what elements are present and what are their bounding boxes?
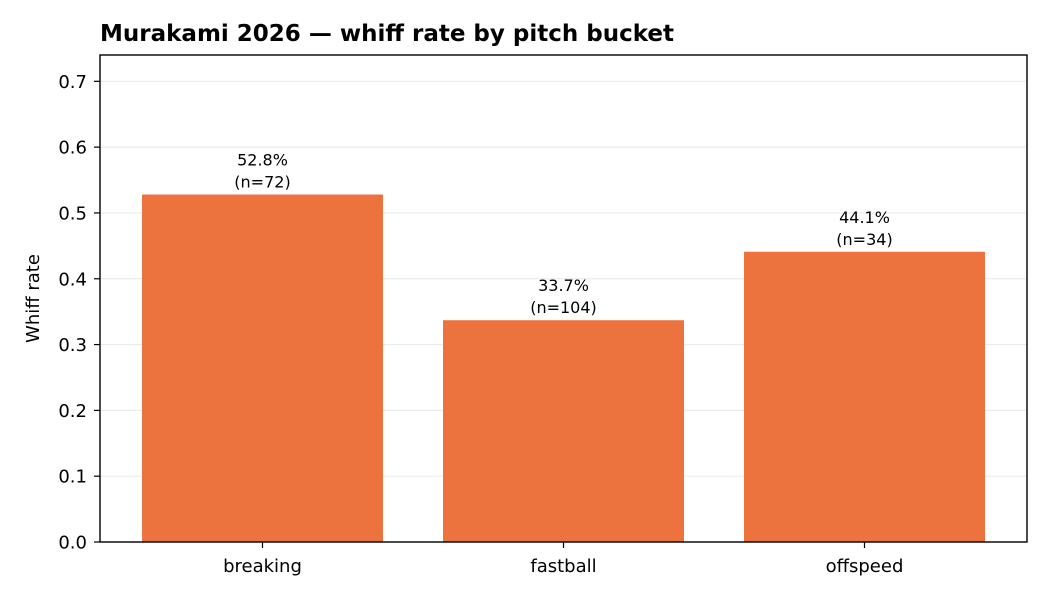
bar-count-label: (n=72) [234, 173, 290, 192]
bar-value-label: 44.1% [839, 208, 890, 227]
bar-value-label: 33.7% [538, 276, 589, 295]
bar-count-label: (n=34) [836, 230, 892, 249]
bar-count-label: (n=104) [530, 298, 597, 317]
y-tick-label: 0.3 [58, 335, 87, 356]
bars [142, 194, 985, 542]
bar-fastball [443, 320, 684, 542]
y-tick-label: 0.1 [58, 467, 87, 488]
y-tick-label: 0.4 [58, 269, 87, 290]
x-tick-label: fastball [530, 556, 596, 577]
bar-value-label: 52.8% [237, 151, 288, 170]
y-tick-label: 0.0 [58, 533, 87, 554]
y-axis-label: Whiff rate [23, 254, 44, 343]
x-tick-label: breaking [223, 556, 302, 577]
y-tick-label: 0.2 [58, 401, 87, 422]
y-tick-label: 0.7 [58, 72, 87, 93]
x-axis-ticks: breaking fastball offspeed [223, 542, 903, 577]
bar-breaking [142, 194, 383, 542]
x-tick-label: offspeed [826, 556, 904, 577]
y-tick-label: 0.5 [58, 203, 87, 224]
y-tick-label: 0.6 [58, 138, 87, 159]
chart-title: Murakami 2026 — whiff rate by pitch buck… [100, 21, 674, 47]
y-axis-ticks: 0.0 0.1 0.2 0.3 0.4 0.5 0.6 0.7 [58, 72, 100, 554]
data-labels: 52.8% (n=72) 33.7% (n=104) 44.1% (n=34) [234, 151, 892, 318]
bar-offspeed [744, 251, 985, 542]
